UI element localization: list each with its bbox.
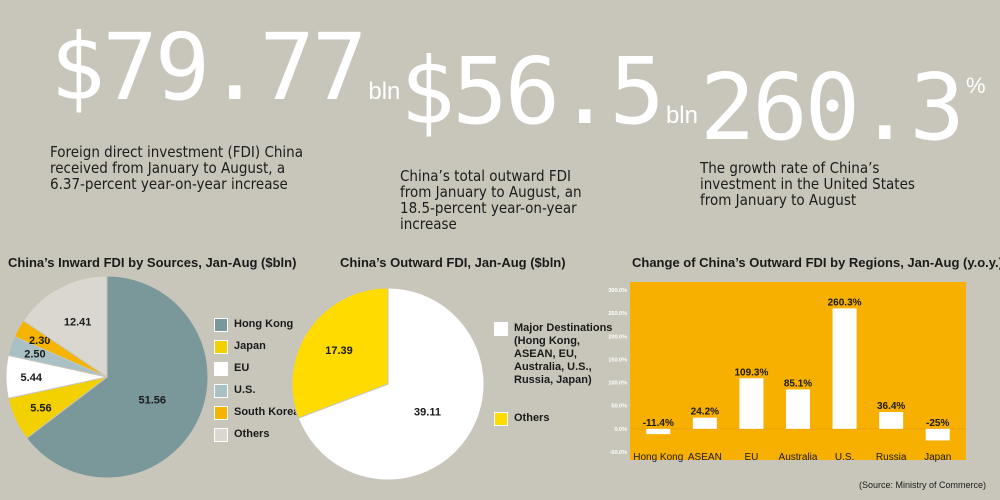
source-note: (Source: Ministry of Commerce) [858, 480, 986, 490]
legend-label: Major Destinations (Hong Kong, ASEAN, EU… [514, 322, 613, 386]
x-category-label: Hong Kong [633, 452, 683, 463]
pie-value-label: 39.11 [414, 406, 441, 418]
bar-value-label: 260.3% [828, 297, 862, 308]
bar-value-label: 36.4% [877, 401, 905, 412]
bar-u-s [832, 308, 857, 429]
legend-swatch [214, 362, 228, 376]
stat-value: $56.5 bln [400, 38, 698, 145]
legend-item-hong-kong: Hong Kong [214, 318, 293, 332]
y-tick-label: 200.0% [608, 334, 627, 340]
legend-swatch [214, 384, 228, 398]
pie-value-label: 12.41 [64, 317, 92, 329]
pie-value-label: 5.56 [30, 402, 51, 414]
bar-japan [925, 428, 950, 441]
bar-chart-title: Change of China’s Outward FDI by Regions… [632, 255, 1000, 270]
bar-hong-kong [646, 428, 671, 435]
pie-slice-hong-kong [25, 275, 209, 479]
bar-panel [630, 282, 966, 460]
stat-description: China’s total outward FDI from January t… [400, 167, 582, 233]
bar-eu [739, 378, 764, 429]
bar-value-label: 109.3% [734, 367, 768, 378]
legend-swatch [494, 322, 508, 336]
stat-unit: bln [368, 78, 401, 105]
pie-value-label: 17.39 [325, 345, 353, 357]
legend-label: EU [234, 362, 250, 374]
inward-fdi-legend: Hong Kong Japan EU U.S. South Korea Others [214, 318, 324, 448]
pie-value-label: 2.50 [24, 349, 45, 361]
legend-item-others: Others [214, 428, 269, 442]
legend-item-major-destinations: Major Destinations (Hong Kong, ASEAN, EU… [494, 322, 612, 387]
x-category-label: ASEAN [688, 452, 722, 463]
bar-russia [879, 412, 904, 429]
pie-value-label: 5.44 [21, 372, 43, 384]
legend-label: Japan [234, 340, 266, 352]
y-tick-label: -50.0% [610, 450, 628, 456]
stat-description: The growth rate of China’s investment in… [700, 159, 915, 209]
y-tick-label: 150.0% [608, 357, 627, 363]
stat-us-growth: 260.3% The growth rate of China’s invest… [700, 40, 986, 209]
x-category-label: EU [744, 452, 758, 463]
x-category-label: Russia [876, 452, 907, 463]
legend-item-others: Others [494, 412, 549, 426]
stat-value: $79.77 bln [50, 14, 401, 121]
bar-value-label: 24.2% [691, 407, 719, 418]
pie-value-label: 2.30 [29, 335, 50, 347]
legend-swatch [214, 318, 228, 332]
pie-slice-major-destinations [297, 287, 485, 481]
outward-pie-title: China’s Outward FDI, Jan-Aug ($bln) [340, 255, 566, 270]
stat-unit: % [965, 73, 986, 98]
x-category-label: Japan [924, 452, 951, 463]
legend-label: Hong Kong [234, 318, 294, 330]
y-tick-label: 0.0% [614, 427, 627, 433]
inward-pie-title: China’s Inward FDI by Sources, Jan-Aug (… [8, 255, 297, 270]
bar-value-label: 85.1% [784, 378, 812, 389]
stat-outward-fdi: $56.5 bln China’s total outward FDI from … [400, 38, 698, 233]
legend-item-u-s: U.S. [214, 384, 255, 398]
pie-slice-others [291, 287, 389, 419]
y-tick-label: 300.0% [608, 288, 627, 294]
pie-value-label: 51.56 [138, 394, 166, 406]
outward-fdi-bar-chart: -50.0% 0.0% 50.0% 100.0% 150.0% 200.0% 250.0% 3… [608, 282, 966, 463]
bar-australia [786, 389, 810, 429]
legend-label: Others [234, 428, 270, 440]
stat-description: Foreign direct investment (FDI) China re… [50, 143, 303, 193]
legend-swatch [214, 406, 228, 420]
stat-value: 260.3% [700, 54, 986, 161]
legend-swatch [214, 340, 228, 354]
y-tick-label: 50.0% [611, 404, 627, 410]
x-category-label: Australia [779, 452, 818, 463]
bar-value-label: -25% [926, 418, 949, 429]
inward-fdi-pie: 51.56 5.56 5.44 2.50 2.30 12.41 [5, 275, 209, 479]
legend-swatch [214, 428, 228, 442]
legend-label: Others [514, 412, 550, 424]
bar-value-label: -11.4% [643, 418, 674, 429]
stat-fdi-received: $79.77 bln Foreign direct investment (FDI… [50, 14, 401, 193]
bar-asean [692, 417, 717, 429]
outward-fdi-pie: 39.11 17.39 [291, 287, 485, 481]
legend-label: South Korea [234, 406, 300, 418]
outward-fdi-legend: Major Destinations (Hong Kong, ASEAN, EU… [494, 322, 624, 442]
stat-unit: bln [665, 102, 698, 129]
y-tick-label: 250.0% [608, 311, 627, 317]
x-category-label: U.S. [835, 452, 854, 463]
legend-item-south-korea: South Korea [214, 406, 299, 420]
legend-item-japan: Japan [214, 340, 266, 354]
legend-label: U.S. [234, 384, 256, 396]
y-tick-label: 100.0% [608, 381, 627, 387]
legend-item-eu: EU [214, 362, 249, 376]
legend-swatch [494, 412, 508, 426]
pie-slice-others [22, 275, 108, 378]
